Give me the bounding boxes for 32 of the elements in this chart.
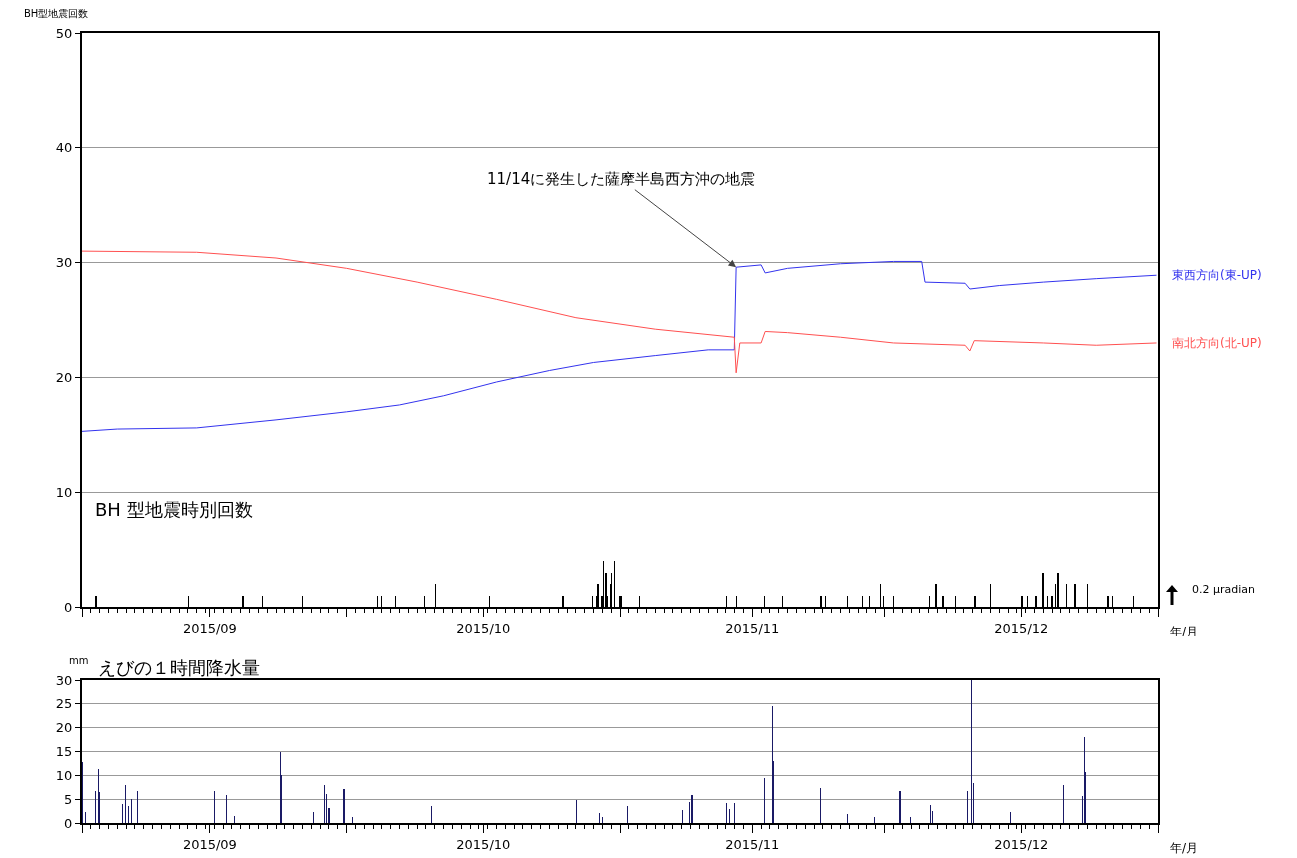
y-tick-label: 20: [55, 369, 73, 385]
y-tick-label: 30: [55, 672, 73, 688]
x-tick-label: 2015/09: [182, 836, 237, 852]
x-tick-label: 2015/12: [994, 836, 1049, 852]
y-tick-label: 40: [55, 140, 73, 156]
annotation: 11/14に発生した薩摩半島西方沖の地震: [487, 170, 756, 188]
annotation: BH 型地震時別回数: [95, 499, 253, 520]
x-tick-label: 2015/12: [994, 620, 1049, 636]
y-tick-label: 5: [64, 791, 73, 807]
y-axis-title: BH型地震回数: [24, 8, 89, 19]
text: 0.2 μradian: [1192, 583, 1256, 596]
y-tick-label: 25: [55, 696, 73, 712]
x-tick-label: 2015/09: [182, 620, 237, 636]
y-tick-label: 0: [64, 815, 73, 831]
series-label: 南北方向(北-UP): [1172, 336, 1262, 350]
x-tick-label: 2015/11: [725, 836, 780, 852]
x-tick-label: 2015/11: [725, 620, 780, 636]
y-tick-label: 10: [55, 767, 73, 783]
y-tick-label: 15: [55, 744, 73, 760]
chart-title: えびの１時間降水量: [98, 657, 261, 678]
y-tick-label: 30: [55, 255, 73, 271]
y-tick-label: 0: [64, 599, 73, 615]
y-tick-label: 50: [55, 25, 73, 41]
line-series: [82, 250, 1158, 374]
y-tick-label: 10: [55, 484, 73, 500]
y-axis-title: mm: [69, 655, 89, 666]
x-axis-title: 年/月: [1170, 841, 1199, 855]
x-tick-label: 2015/10: [456, 620, 511, 636]
y-tick-label: 20: [55, 720, 73, 736]
series-label: 東西方向(東-UP): [1172, 268, 1262, 282]
line-series: [82, 260, 1158, 432]
x-tick-label: 2015/10: [456, 836, 511, 852]
